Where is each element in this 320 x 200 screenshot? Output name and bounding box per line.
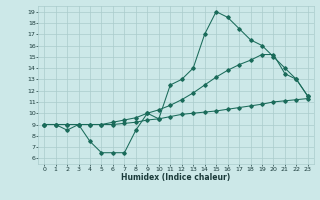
X-axis label: Humidex (Indice chaleur): Humidex (Indice chaleur) — [121, 173, 231, 182]
